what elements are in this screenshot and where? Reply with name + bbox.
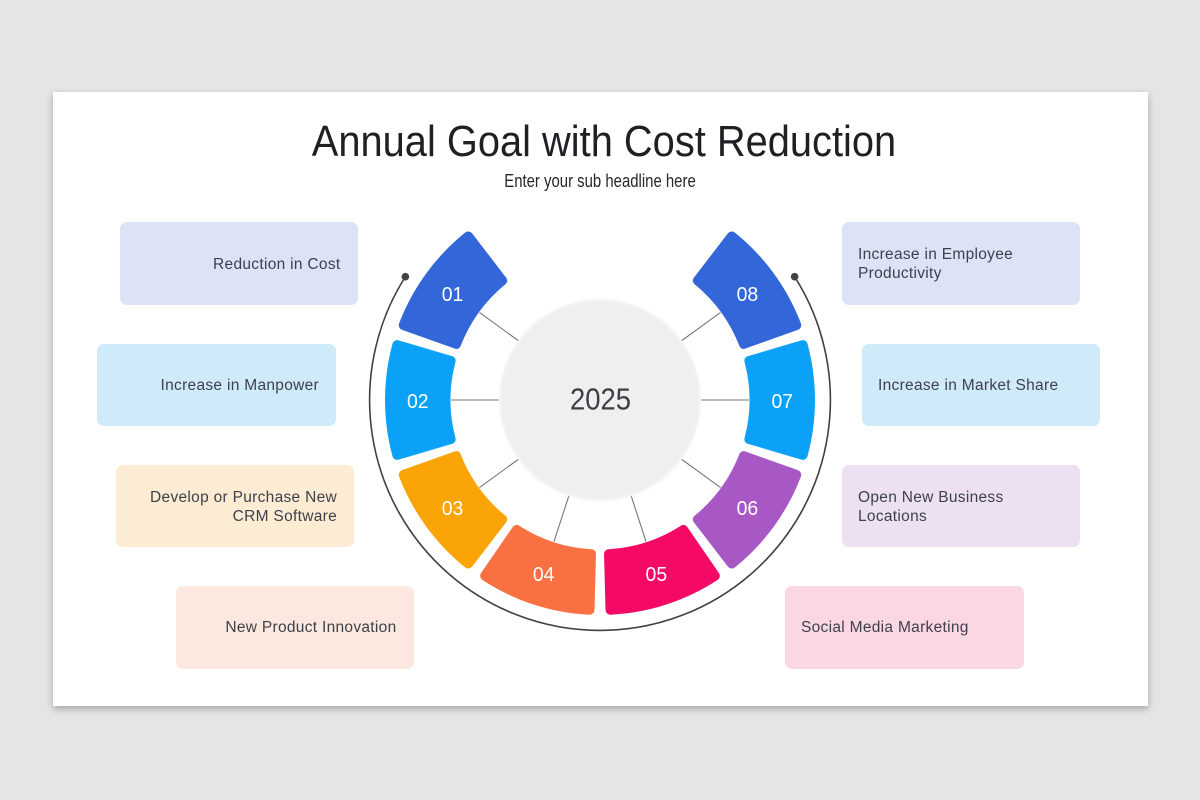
svg-text:08: 08 <box>737 284 759 306</box>
svg-text:01: 01 <box>442 284 464 306</box>
svg-text:07: 07 <box>771 391 793 413</box>
svg-text:05: 05 <box>646 564 668 586</box>
svg-text:06: 06 <box>737 498 759 520</box>
svg-text:03: 03 <box>442 498 464 520</box>
svg-text:2025: 2025 <box>570 383 631 417</box>
svg-text:04: 04 <box>533 564 555 586</box>
svg-text:02: 02 <box>407 391 429 413</box>
